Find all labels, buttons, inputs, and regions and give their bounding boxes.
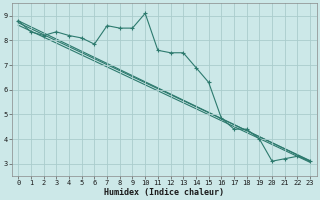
X-axis label: Humidex (Indice chaleur): Humidex (Indice chaleur)	[104, 188, 224, 197]
